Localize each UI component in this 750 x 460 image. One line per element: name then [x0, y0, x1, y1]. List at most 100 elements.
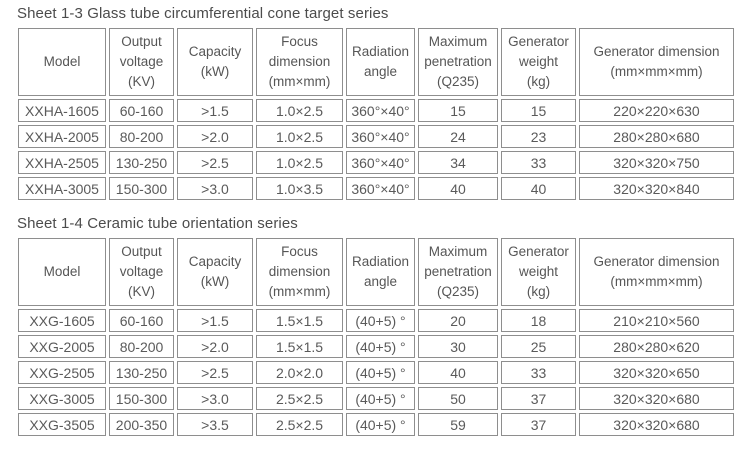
table-cell: 1.0×2.5	[256, 125, 343, 148]
column-header: Maximum penetration (Q235)	[418, 238, 498, 306]
table-cell: 360°×40°	[346, 99, 415, 122]
column-header: Focus dimension (mm×mm)	[256, 238, 343, 306]
table-cell: 20	[418, 309, 498, 332]
table-cell: XXHA-3005	[18, 177, 106, 200]
table-cell: 37	[501, 413, 576, 436]
table-cell: 40	[418, 361, 498, 384]
table-cell: (40+5) °	[346, 309, 415, 332]
table-cell: 320×320×840	[579, 177, 734, 200]
table-row: XXG-3005 150-300 >3.0 2.5×2.5 (40+5) ° 50 37 32…	[18, 387, 734, 410]
sheet-1-4-title: Sheet 1-4 Ceramic tube orientation serie…	[17, 215, 298, 232]
table-cell: 1.5×1.5	[256, 335, 343, 358]
table-cell: (40+5) °	[346, 335, 415, 358]
table-cell: 50	[418, 387, 498, 410]
table-cell: 1.0×3.5	[256, 177, 343, 200]
table-cell: 33	[501, 151, 576, 174]
table-cell: >2.5	[177, 361, 253, 384]
table-cell: 24	[418, 125, 498, 148]
table-cell: (40+5) °	[346, 413, 415, 436]
header-row: Model Output voltage (KV) Capacity (kW) Foc…	[18, 238, 734, 306]
table-cell: 2.5×2.5	[256, 413, 343, 436]
column-header: Capacity (kW)	[177, 238, 253, 306]
header-row: Model Output voltage (KV) Capacity (kW) Foc…	[18, 28, 734, 96]
table-cell: 18	[501, 309, 576, 332]
table-cell: >2.0	[177, 335, 253, 358]
table-cell: 2.5×2.5	[256, 387, 343, 410]
table-cell: 280×280×680	[579, 125, 734, 148]
table-row: XXG-2505 130-250 >2.5 2.0×2.0 (40+5) ° 40 33 32…	[18, 361, 734, 384]
column-header: Capacity (kW)	[177, 28, 253, 96]
table-cell: XXHA-2505	[18, 151, 106, 174]
table-cell: 40	[501, 177, 576, 200]
table-cell: >1.5	[177, 309, 253, 332]
sheet-1-3-title: Sheet 1-3 Glass tube circumferential con…	[17, 5, 389, 22]
table-cell: 60-160	[109, 309, 174, 332]
table-cell: >3.5	[177, 413, 253, 436]
column-header: Generator weight (kg)	[501, 28, 576, 96]
column-header: Model	[18, 238, 106, 306]
table-cell: XXG-2505	[18, 361, 106, 384]
table-cell: 15	[501, 99, 576, 122]
table-row: XXG-1605 60-160 >1.5 1.5×1.5 (40+5) ° 20 18 210…	[18, 309, 734, 332]
table-row: XXG-3505 200-350 >3.5 2.5×2.5 (40+5) ° 59 37 32…	[18, 413, 734, 436]
table-cell: >2.5	[177, 151, 253, 174]
table-cell: 320×320×650	[579, 361, 734, 384]
column-header: Model	[18, 28, 106, 96]
table-cell: 200-350	[109, 413, 174, 436]
table-cell: 23	[501, 125, 576, 148]
table-cell: 33	[501, 361, 576, 384]
table-cell: 2.0×2.0	[256, 361, 343, 384]
table-cell: 150-300	[109, 387, 174, 410]
table-cell: XXG-1605	[18, 309, 106, 332]
column-header: Radiation angle	[346, 28, 415, 96]
column-header: Focus dimension (mm×mm)	[256, 28, 343, 96]
table-cell: 80-200	[109, 335, 174, 358]
table-row: XXG-2005 80-200 >2.0 1.5×1.5 (40+5) ° 30 25 280…	[18, 335, 734, 358]
table-cell: 1.0×2.5	[256, 151, 343, 174]
table-cell: 1.0×2.5	[256, 99, 343, 122]
ceramic-tube-spec-table: Model Output voltage (KV) Capacity (kW) Foc…	[15, 235, 737, 439]
column-header: Generator dimension (mm×mm×mm)	[579, 28, 734, 96]
table-cell: XXG-3005	[18, 387, 106, 410]
table-cell: >2.0	[177, 125, 253, 148]
table-cell: 37	[501, 387, 576, 410]
table-cell: 360°×40°	[346, 125, 415, 148]
table-cell: 280×280×620	[579, 335, 734, 358]
column-header: Radiation angle	[346, 238, 415, 306]
table-cell: XXG-2005	[18, 335, 106, 358]
column-header: Output voltage (KV)	[109, 238, 174, 306]
table-row: XXHA-2005 80-200 >2.0 1.0×2.5 360°×40° 24 23 28…	[18, 125, 734, 148]
table-cell: 80-200	[109, 125, 174, 148]
table-cell: 320×320×680	[579, 413, 734, 436]
table-cell: 59	[418, 413, 498, 436]
table-cell: 130-250	[109, 361, 174, 384]
table-cell: 150-300	[109, 177, 174, 200]
table-cell: >1.5	[177, 99, 253, 122]
column-header: Maximum penetration (Q235)	[418, 28, 498, 96]
table-cell: (40+5) °	[346, 387, 415, 410]
column-header: Generator weight (kg)	[501, 238, 576, 306]
table-cell: (40+5) °	[346, 361, 415, 384]
table-cell: XXG-3505	[18, 413, 106, 436]
table-row: XXHA-3005 150-300 >3.0 1.0×3.5 360°×40° 40 40 3…	[18, 177, 734, 200]
table-cell: 25	[501, 335, 576, 358]
table-cell: 1.5×1.5	[256, 309, 343, 332]
table-cell: 210×210×560	[579, 309, 734, 332]
table-cell: XXHA-2005	[18, 125, 106, 148]
table-row: XXHA-2505 130-250 >2.5 1.0×2.5 360°×40° 34 33 3…	[18, 151, 734, 174]
table-cell: 30	[418, 335, 498, 358]
table-cell: 360°×40°	[346, 151, 415, 174]
table-cell: 40	[418, 177, 498, 200]
table-cell: 130-250	[109, 151, 174, 174]
table-cell: 34	[418, 151, 498, 174]
table-cell: 60-160	[109, 99, 174, 122]
table-cell: 320×320×680	[579, 387, 734, 410]
column-header: Output voltage (KV)	[109, 28, 174, 96]
table-cell: >3.0	[177, 177, 253, 200]
table-cell: 360°×40°	[346, 177, 415, 200]
table-cell: 320×320×750	[579, 151, 734, 174]
glass-tube-spec-table: Model Output voltage (KV) Capacity (kW) Foc…	[15, 25, 737, 203]
table-cell: 220×220×630	[579, 99, 734, 122]
table-row: XXHA-1605 60-160 >1.5 1.0×2.5 360°×40° 15 15 22…	[18, 99, 734, 122]
table-cell: XXHA-1605	[18, 99, 106, 122]
